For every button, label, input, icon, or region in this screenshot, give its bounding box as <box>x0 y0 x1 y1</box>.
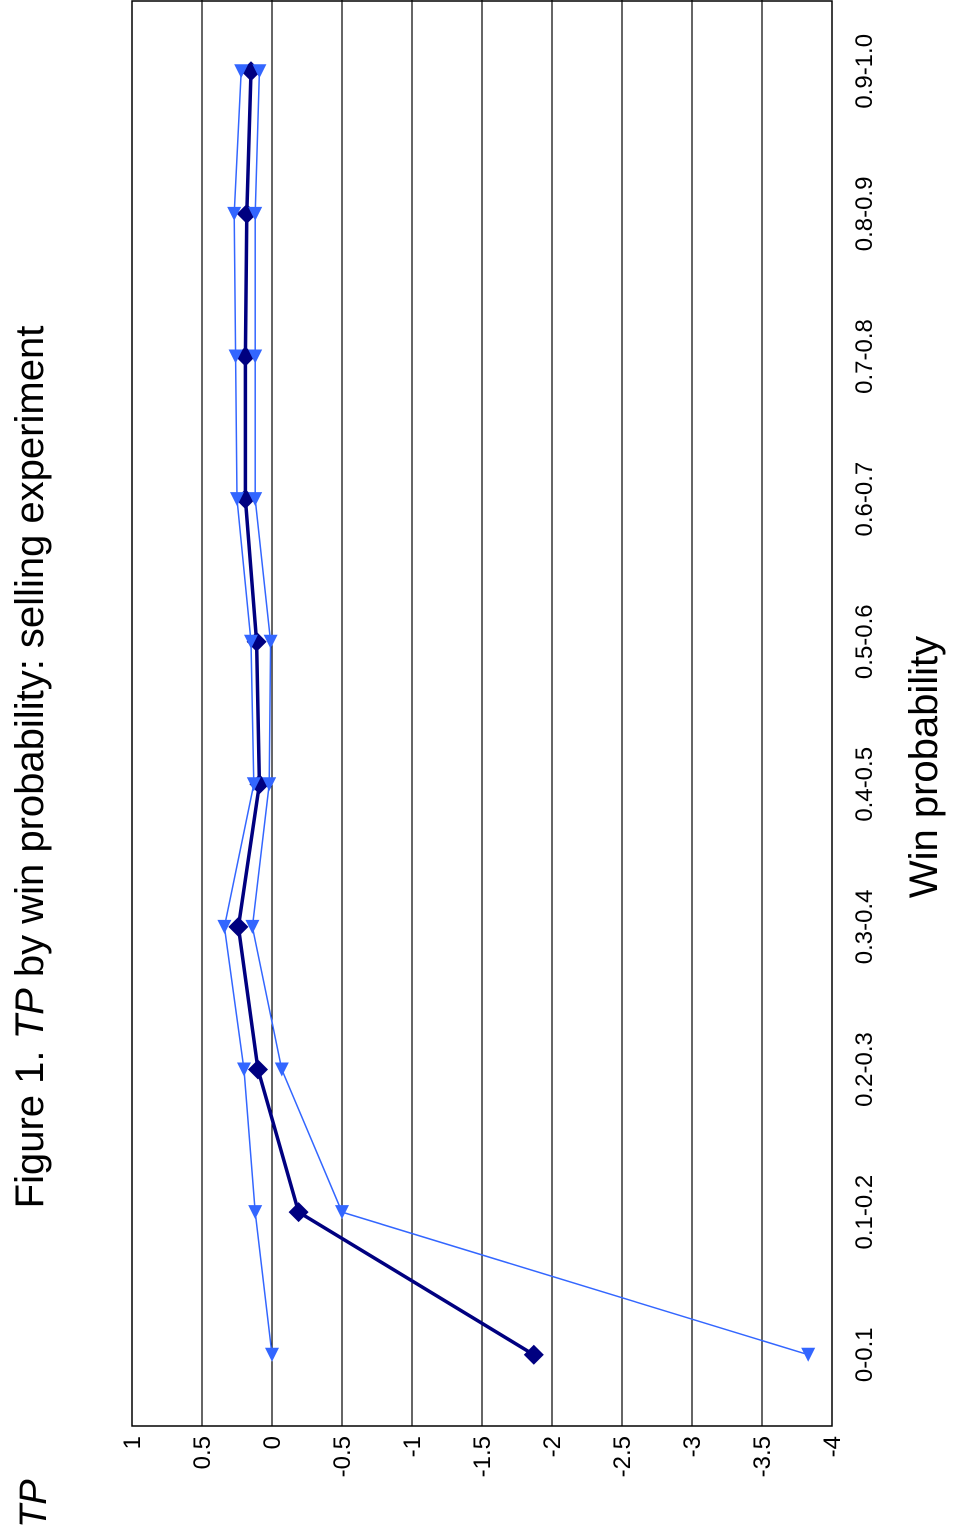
y-tick-label: -2.5 <box>609 1436 636 1477</box>
series-3-point <box>248 349 263 364</box>
grid-lines <box>201 0 763 1426</box>
x-tick-label: 0.6-0.7 <box>851 462 878 537</box>
series-1-line <box>236 71 535 1357</box>
y-tick-label: 1 <box>119 1436 146 1449</box>
x-tick-labels: 0-0.1 0.1-0.2 0.2-0.3 0.3-0.4 0.4-0.5 0.5-0.6… <box>851 34 878 1382</box>
series-2-point <box>217 919 232 934</box>
y-tick-label: -1.5 <box>469 1436 496 1477</box>
x-tick-label: 0.4-0.5 <box>851 747 878 822</box>
series-1-point <box>288 1202 309 1223</box>
series-2-point <box>237 1062 251 1077</box>
series-2-line <box>223 71 273 1355</box>
series-1-point <box>228 916 249 937</box>
series-2-point <box>234 64 249 79</box>
series-3-point <box>248 492 263 507</box>
x-tick-label: 0.9-1.0 <box>851 34 878 109</box>
series-3-point <box>801 1347 816 1362</box>
x-tick-label: 0.1-0.2 <box>851 1175 878 1250</box>
x-axis-label: Win probability <box>902 635 946 899</box>
y-tick-label: -2 <box>539 1436 566 1457</box>
series-3-point <box>245 919 260 934</box>
series-2-point <box>228 349 243 364</box>
y-tick-label: 0.5 <box>189 1436 216 1469</box>
y-tick-label: -3 <box>679 1436 706 1457</box>
y-tick-label: 0 <box>259 1436 286 1449</box>
series-group <box>217 61 816 1365</box>
series-2-point <box>244 634 258 649</box>
x-tick-label: 0-0.1 <box>851 1327 878 1382</box>
y-tick-labels: 1 0.5 0 -0.5 -1 -1.5 -2 -2.5 -3 -3.5 -4 <box>119 1436 846 1477</box>
y-tick-label: -3.5 <box>749 1436 776 1477</box>
series-2-point <box>246 777 261 792</box>
series-2-point <box>227 206 242 221</box>
series-3-point <box>263 634 278 649</box>
series-3-point <box>274 1062 289 1077</box>
series-3-point <box>252 64 267 79</box>
x-tick-label: 0.2-0.3 <box>851 1032 878 1107</box>
series-1-point <box>523 1344 544 1365</box>
series-2-point <box>248 1205 263 1220</box>
x-tick-label: 0.3-0.4 <box>851 890 878 965</box>
series-3-point <box>335 1205 349 1220</box>
y-tick-label: -4 <box>819 1436 846 1457</box>
series-3-point <box>262 777 277 792</box>
series-2 <box>217 64 279 1362</box>
series-1-point <box>248 1059 268 1080</box>
series-3-point <box>248 206 263 221</box>
series-3 <box>245 64 816 1362</box>
x-tick-label: 0.8-0.9 <box>851 177 878 252</box>
series-2-point <box>265 1347 279 1362</box>
series-3-line <box>251 71 809 1356</box>
plot-area <box>131 0 833 1427</box>
y-tick-label: -1 <box>399 1436 426 1457</box>
y-tick-label: -0.5 <box>329 1436 356 1477</box>
series-1 <box>228 61 544 1365</box>
x-tick-label: 0.5-0.6 <box>851 604 878 679</box>
x-tick-label: 0.7-0.8 <box>851 319 878 394</box>
series-2-point <box>230 492 244 507</box>
